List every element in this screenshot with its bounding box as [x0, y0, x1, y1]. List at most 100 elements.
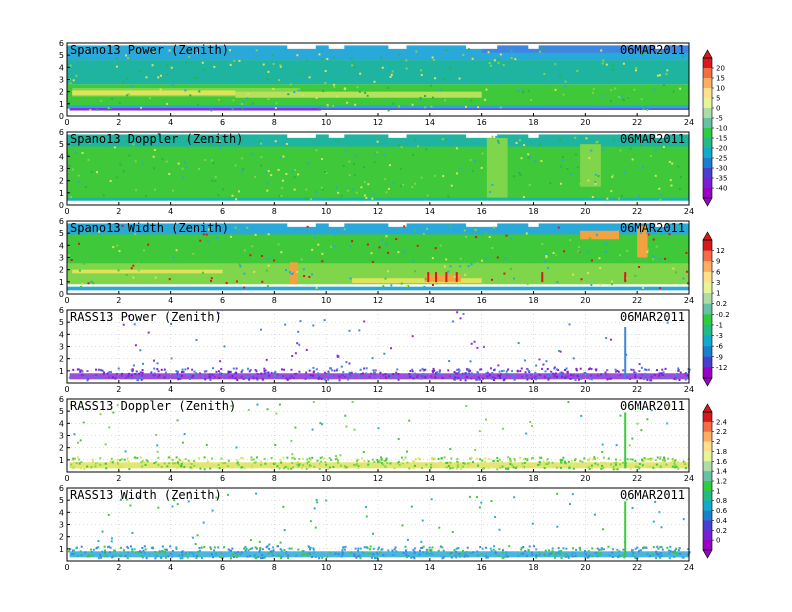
- data-cell: [79, 467, 82, 470]
- data-cell: [380, 456, 383, 459]
- data-cell: [431, 370, 434, 373]
- data-cell: [283, 529, 286, 532]
- data-cell: [413, 552, 416, 555]
- data-cell: [152, 52, 155, 55]
- data-cell: [189, 466, 192, 469]
- data-cell: [404, 549, 407, 552]
- data-cell: [71, 553, 74, 556]
- data-cell: [75, 462, 78, 465]
- data-cell: [324, 466, 327, 469]
- data-cell: [107, 376, 110, 379]
- data-cell: [519, 139, 522, 142]
- data-cell: [551, 552, 554, 555]
- data-cell: [327, 373, 330, 376]
- data-cell: [638, 363, 641, 366]
- data-cell: [153, 359, 156, 362]
- y-tick-label: 3: [59, 165, 64, 174]
- data-cell: [321, 188, 324, 191]
- colorbar-label: 0.2: [716, 527, 727, 535]
- data-cell: [128, 468, 131, 471]
- x-tick-label: 10: [321, 385, 331, 394]
- data-cell: [157, 506, 160, 509]
- data-cell: [288, 271, 291, 274]
- data-cell: [405, 59, 408, 62]
- colorbar-label: -40: [716, 185, 727, 193]
- data-cell: [590, 367, 593, 370]
- data-cell: [322, 90, 325, 93]
- data-cell: [488, 236, 491, 239]
- data-cell: [309, 546, 312, 549]
- data-cell: [306, 225, 309, 228]
- data-cell: [376, 376, 379, 379]
- data-cell: [328, 457, 331, 460]
- data-cell: [305, 463, 308, 466]
- data-cell: [204, 378, 207, 381]
- data-cell: [427, 272, 430, 283]
- data-cell: [258, 76, 261, 79]
- data-cell: [133, 548, 136, 551]
- data-cell: [272, 549, 275, 552]
- data-cell: [251, 153, 254, 156]
- data-cell: [401, 463, 404, 466]
- colorbar-label: -25: [716, 155, 727, 163]
- data-cell: [405, 552, 408, 555]
- x-tick-label: 12: [373, 474, 383, 483]
- data-cell: [507, 467, 510, 470]
- data-cell: [173, 499, 176, 502]
- data-cell: [652, 520, 655, 523]
- data-cell: [425, 548, 428, 551]
- data-cell: [225, 463, 228, 466]
- x-tick-label: 2: [116, 207, 121, 216]
- data-cell: [518, 171, 521, 174]
- data-cell: [673, 466, 676, 469]
- data-cell: [86, 49, 89, 52]
- data-cell: [72, 457, 75, 460]
- data-cell: [78, 242, 81, 245]
- colorbar-swatch: [703, 530, 712, 541]
- data-cell: [177, 458, 180, 461]
- data-cell: [385, 243, 388, 246]
- data-cell: [149, 97, 152, 100]
- data-cell: [376, 151, 379, 154]
- data-gap: [328, 43, 345, 49]
- data-cell: [344, 414, 347, 417]
- panel-title: Spano13 Doppler (Zenith): [70, 132, 243, 146]
- colorbar-cap-bottom: [702, 197, 713, 207]
- data-cell: [505, 370, 508, 373]
- data-cell: [499, 193, 502, 196]
- y-tick-label: 1: [59, 278, 64, 287]
- data-cell: [232, 99, 235, 102]
- data-cell: [675, 375, 678, 378]
- data-cell: [190, 463, 193, 466]
- data-cell: [155, 461, 158, 464]
- data-cell: [139, 456, 142, 459]
- data-cell: [675, 465, 678, 468]
- data-cell: [157, 375, 160, 378]
- data-cell: [440, 457, 443, 460]
- data-cell: [211, 457, 214, 460]
- data-cell: [97, 540, 100, 543]
- data-cell: [634, 556, 637, 559]
- data-cell: [105, 467, 108, 470]
- data-cell: [448, 552, 451, 555]
- data-cell: [312, 370, 315, 373]
- data-cell: [438, 526, 441, 529]
- data-cell: [464, 553, 467, 556]
- data-cell: [491, 372, 494, 375]
- data-cell: [600, 467, 603, 470]
- x-tick-label: 14: [425, 118, 435, 127]
- data-cell: [609, 377, 612, 380]
- data-cell: [309, 458, 312, 461]
- colorbar-label: -35: [716, 175, 727, 183]
- data-cell: [167, 555, 170, 558]
- data-cell: [486, 375, 489, 378]
- data-cell: [351, 240, 354, 243]
- data-cell: [260, 156, 263, 159]
- data-cell: [515, 141, 518, 144]
- data-cell: [661, 368, 664, 371]
- data-cell: [505, 554, 508, 557]
- data-cell: [212, 162, 215, 165]
- data-cell: [556, 375, 559, 378]
- data-cell: [220, 461, 223, 464]
- x-tick-label: 6: [220, 563, 225, 572]
